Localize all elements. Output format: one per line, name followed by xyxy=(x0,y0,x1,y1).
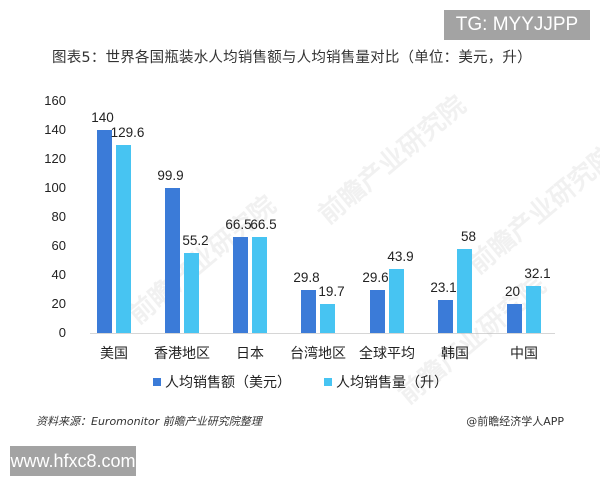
watermark-text: 前瞻产业研究院 xyxy=(463,140,600,281)
bar-value-label: 66.5 xyxy=(225,216,252,232)
y-tick-label: 60 xyxy=(51,238,66,253)
legend-swatch-dark-blue-icon xyxy=(153,378,161,386)
bar-sales-amount xyxy=(507,304,522,333)
bar-sales-amount xyxy=(97,130,112,333)
bar-value-label: 129.6 xyxy=(110,125,145,141)
legend-item-sales-amount: 人均销售额（美元） xyxy=(153,372,291,392)
bar-sales-volume xyxy=(526,286,541,333)
y-tick-label: 100 xyxy=(44,180,66,195)
bar-sales-volume xyxy=(184,252,199,333)
bar-sales-volume xyxy=(389,269,404,333)
bar-value-label: 58 xyxy=(460,228,477,244)
watermark-text: 前瞻产业研究院 xyxy=(313,90,472,231)
bar-value-label: 20 xyxy=(504,284,521,299)
bar-sales-amount xyxy=(233,236,248,333)
y-tick-label: 0 xyxy=(58,325,66,340)
x-category-label: 韩国 xyxy=(441,346,469,362)
x-axis-line xyxy=(90,333,555,334)
chart-title: 图表5：世界各国瓶装水人均销售额与人均销售量对比（单位：美元，升） xyxy=(52,50,532,66)
bar-value-label: 29.8 xyxy=(293,269,320,285)
bar-sales-volume xyxy=(457,248,472,333)
legend-swatch-light-blue-icon xyxy=(324,378,332,386)
x-category-label: 香港地区 xyxy=(154,346,210,362)
source-note: 资料来源：Euromonitor 前瞻产业研究院整理 xyxy=(36,415,262,428)
y-tick-label: 20 xyxy=(51,296,66,311)
bar-sales-volume xyxy=(252,236,267,333)
bar-value-label: 66.5 xyxy=(250,216,277,232)
y-tick-label: 140 xyxy=(44,122,66,137)
x-category-label: 全球平均 xyxy=(359,346,415,362)
bar-sales-amount xyxy=(301,289,316,333)
bar-value-label: 23.1 xyxy=(430,279,457,295)
tg-watermark-badge: TG: MYYJJPP xyxy=(444,10,590,40)
bar-value-label: 43.9 xyxy=(387,249,414,265)
x-category-label: 中国 xyxy=(510,346,538,362)
bar-sales-volume xyxy=(320,304,335,333)
y-tick-label: 80 xyxy=(51,209,66,224)
site-watermark-badge: www.hfxc8.com xyxy=(10,446,136,476)
bar-sales-amount xyxy=(438,299,453,333)
bar-value-label: 99.9 xyxy=(157,168,184,184)
y-tick-label: 160 xyxy=(44,93,66,108)
bar-value-label: 140 xyxy=(91,110,114,125)
x-category-label: 美国 xyxy=(100,346,128,362)
y-tick-label: 40 xyxy=(51,267,66,282)
x-category-label: 日本 xyxy=(236,346,264,362)
legend-label: 人均销售量（升） xyxy=(336,375,448,391)
legend-item-sales-volume: 人均销售量（升） xyxy=(324,372,448,392)
y-tick-label: 120 xyxy=(44,151,66,166)
bar-sales-amount xyxy=(370,290,385,333)
credit-text: @前瞻经济学人APP xyxy=(466,415,564,428)
bar-value-label: 19.7 xyxy=(318,284,345,300)
bar-value-label: 32.1 xyxy=(524,266,551,282)
bar-value-label: 55.2 xyxy=(182,232,209,248)
x-category-label: 台湾地区 xyxy=(290,346,346,362)
legend-label: 人均销售额（美元） xyxy=(165,375,291,391)
bar-sales-volume xyxy=(116,145,131,333)
bar-sales-amount xyxy=(165,188,180,333)
bar-value-label: 29.6 xyxy=(362,270,389,286)
